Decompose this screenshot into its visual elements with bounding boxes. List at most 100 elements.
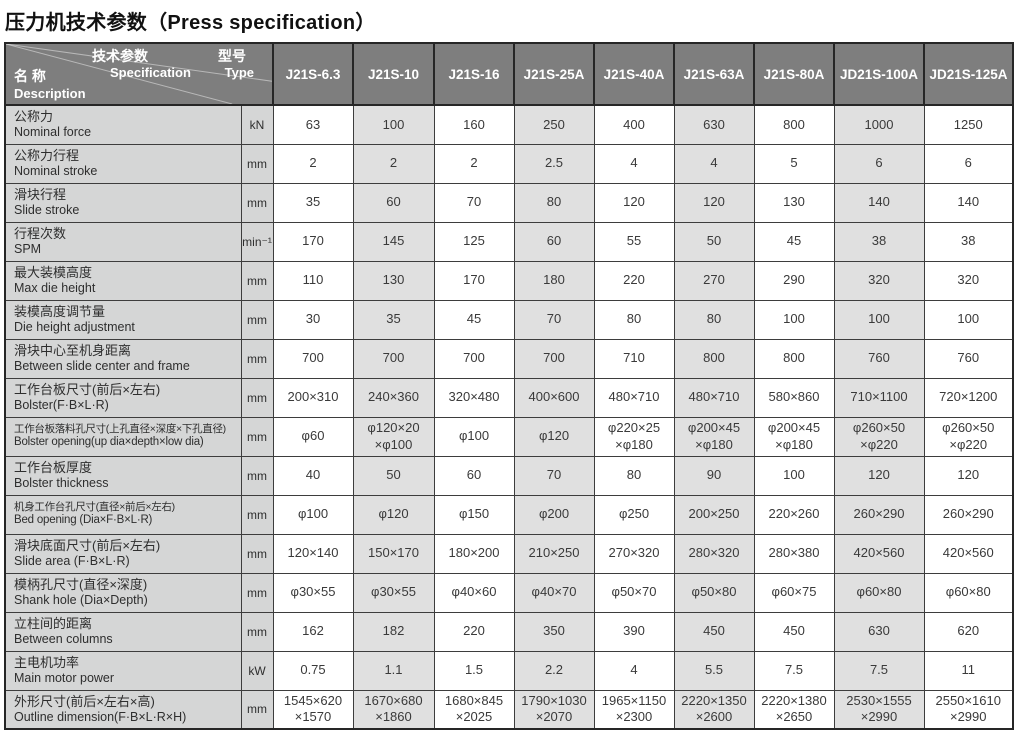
model-header: J21S-10 xyxy=(352,42,435,106)
row-label: 装模高度调节量 Die height adjustment xyxy=(4,299,242,340)
value-cell: 220×260 xyxy=(753,494,835,535)
value-cell: 720×1200 xyxy=(923,377,1014,418)
value-cell: 630 xyxy=(673,104,755,145)
row-label: 机身工作台孔尺寸(直径×前后×左右) Bed opening (Dia×F·B×L… xyxy=(4,494,242,535)
value-cell: φ40×60 xyxy=(433,572,515,613)
unit-cell: kN xyxy=(240,104,274,145)
row-label-cn: 工作台板厚度 xyxy=(14,459,93,475)
value-cell: 80 xyxy=(593,455,675,496)
value-cell: 800 xyxy=(673,338,755,379)
value-cell: φ200×45 ×φ180 xyxy=(753,416,835,457)
row-label-en: Bolster thickness xyxy=(14,476,109,491)
value-cell: 800 xyxy=(753,104,835,145)
value-cell: 120 xyxy=(673,182,755,223)
value-cell: φ250 xyxy=(593,494,675,535)
value-cell: 6 xyxy=(833,143,925,184)
row-label-en: Bolster(F·B×L·R) xyxy=(14,398,109,413)
spec-row: 滑块中心至机身距离 Between slide center and frame m… xyxy=(4,338,1014,379)
row-label-cn: 外形尺寸(前后×左右×高) xyxy=(14,693,155,709)
row-label: 公称力 Nominal force xyxy=(4,104,242,145)
value-cell: 30 xyxy=(272,299,354,340)
value-cell: 1.1 xyxy=(352,650,435,691)
value-cell: 620 xyxy=(923,611,1014,652)
value-cell: φ100 xyxy=(433,416,515,457)
spec-row: 公称力 Nominal force kN 63 100 160 250 400 630 800 10… xyxy=(4,104,1014,145)
value-cell: 130 xyxy=(352,260,435,301)
value-cell: 240×360 xyxy=(352,377,435,418)
value-cell: 150×170 xyxy=(352,533,435,574)
model-header: J21S-80A xyxy=(753,42,835,106)
row-label-en: SPM xyxy=(14,242,42,257)
row-label-en: Bolster opening(up dia×depth×low dia) xyxy=(14,436,204,449)
corner-name-cn: 名 称 xyxy=(14,67,46,84)
value-cell: 7.5 xyxy=(833,650,925,691)
value-cell: φ50×70 xyxy=(593,572,675,613)
value-cell: φ120 xyxy=(352,494,435,535)
row-label: 滑块行程 Slide stroke xyxy=(4,182,242,223)
row-label-cn: 公称力 xyxy=(14,109,54,125)
value-cell: 100 xyxy=(753,299,835,340)
row-label: 公称力行程 Nominal stroke xyxy=(4,143,242,184)
unit-cell: mm xyxy=(240,377,274,418)
value-cell: 55 xyxy=(593,221,675,262)
value-cell: 320×480 xyxy=(433,377,515,418)
value-cell: 38 xyxy=(923,221,1014,262)
value-cell: 280×320 xyxy=(673,533,755,574)
value-cell: φ150 xyxy=(433,494,515,535)
spec-row: 滑块行程 Slide stroke mm 35 60 70 80 120 120 130 140 14… xyxy=(4,182,1014,223)
value-cell: 450 xyxy=(673,611,755,652)
unit-cell: mm xyxy=(240,611,274,652)
value-cell: φ60×80 xyxy=(833,572,925,613)
value-cell: 182 xyxy=(352,611,435,652)
value-cell: 420×560 xyxy=(833,533,925,574)
value-cell: 70 xyxy=(513,299,595,340)
header-row: 技术参数 Specification 型号 Type 名 称 Descripti… xyxy=(4,42,1014,106)
value-cell: 4 xyxy=(593,650,675,691)
spec-row: 公称力行程 Nominal stroke mm 2 2 2 2.5 4 4 5 6 6 xyxy=(4,143,1014,184)
row-label-cn: 最大装模高度 xyxy=(14,264,93,280)
value-cell: 480×710 xyxy=(593,377,675,418)
value-cell: φ60×80 xyxy=(923,572,1014,613)
spec-row: 主电机功率 Main motor power kW 0.75 1.1 1.5 2.2 4 5.5… xyxy=(4,650,1014,691)
value-cell: 200×310 xyxy=(272,377,354,418)
value-cell: 140 xyxy=(923,182,1014,223)
value-cell: 210×250 xyxy=(513,533,595,574)
value-cell: φ220×25 ×φ180 xyxy=(593,416,675,457)
value-cell: 800 xyxy=(753,338,835,379)
value-cell: 45 xyxy=(433,299,515,340)
corner-spec-cn: 技术参数 xyxy=(92,48,148,64)
value-cell: φ260×50 ×φ220 xyxy=(833,416,925,457)
value-cell: 0.75 xyxy=(272,650,354,691)
row-label-cn: 工作台板尺寸(前后×左右) xyxy=(14,381,161,397)
row-label: 滑块底面尺寸(前后×左右) Slide area (F·B×L·R) xyxy=(4,533,242,574)
value-cell: 1680×845 ×2025 xyxy=(433,689,515,730)
value-cell: 2.2 xyxy=(513,650,595,691)
value-cell: φ200 xyxy=(513,494,595,535)
value-cell: 2550×1610 ×2990 xyxy=(923,689,1014,730)
value-cell: φ40×70 xyxy=(513,572,595,613)
unit-cell: mm xyxy=(240,338,274,379)
value-cell: φ100 xyxy=(272,494,354,535)
value-cell: 125 xyxy=(433,221,515,262)
spec-row: 机身工作台孔尺寸(直径×前后×左右) Bed opening (Dia×F·B×L… xyxy=(4,494,1014,535)
value-cell: 710×1100 xyxy=(833,377,925,418)
value-cell: 200×250 xyxy=(673,494,755,535)
value-cell: 1545×620 ×1570 xyxy=(272,689,354,730)
value-cell: 80 xyxy=(513,182,595,223)
corner-spec-en: Specification xyxy=(110,65,191,80)
spec-row: 工作台板落料孔尺寸(上孔直径×深度×下孔直径) Bolster opening(u… xyxy=(4,416,1014,457)
value-cell: 170 xyxy=(272,221,354,262)
value-cell: 1965×1150 ×2300 xyxy=(593,689,675,730)
value-cell: 170 xyxy=(433,260,515,301)
value-cell: 120×140 xyxy=(272,533,354,574)
value-cell: 60 xyxy=(513,221,595,262)
unit-cell: mm xyxy=(240,416,274,457)
value-cell: 160 xyxy=(433,104,515,145)
value-cell: 100 xyxy=(753,455,835,496)
value-cell: 480×710 xyxy=(673,377,755,418)
value-cell: 1250 xyxy=(923,104,1014,145)
row-label-cn: 机身工作台孔尺寸(直径×前后×左右) xyxy=(14,501,175,514)
value-cell: φ60 xyxy=(272,416,354,457)
value-cell: 700 xyxy=(513,338,595,379)
row-label-cn: 滑块中心至机身距离 xyxy=(14,342,132,358)
